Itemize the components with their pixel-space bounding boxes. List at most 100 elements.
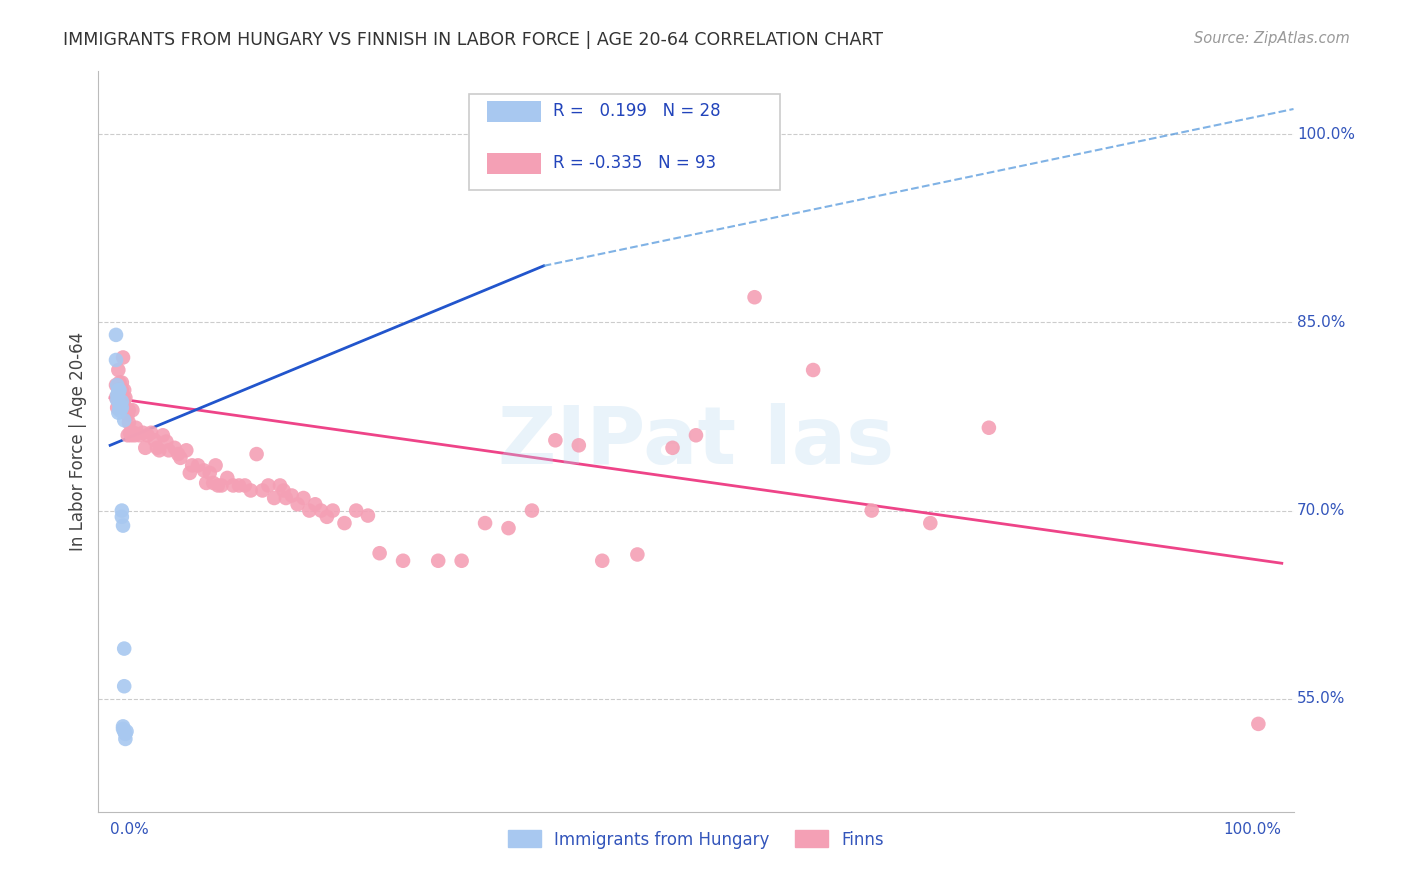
Bar <box>486 101 541 121</box>
Point <box>392 554 415 568</box>
Point <box>114 731 136 746</box>
Point <box>181 458 204 473</box>
Text: Source: ZipAtlas.com: Source: ZipAtlas.com <box>1194 31 1350 46</box>
Point <box>108 381 131 395</box>
Point <box>105 401 128 415</box>
Point <box>115 403 138 417</box>
Point <box>195 475 218 490</box>
Point <box>117 408 139 422</box>
Text: 85.0%: 85.0% <box>1298 315 1346 330</box>
Point <box>801 363 824 377</box>
Point <box>450 554 472 568</box>
Point <box>287 497 309 511</box>
Text: 55.0%: 55.0% <box>1298 691 1346 706</box>
Point <box>146 441 169 455</box>
Point <box>920 516 942 530</box>
Point <box>685 428 707 442</box>
Point <box>204 458 226 473</box>
Point <box>107 378 129 392</box>
Point <box>163 441 186 455</box>
Point <box>112 641 135 656</box>
Point <box>568 438 591 452</box>
Point <box>304 497 326 511</box>
Point <box>246 447 269 461</box>
Point <box>228 478 250 492</box>
Point <box>112 518 135 533</box>
Point <box>273 483 295 498</box>
Point <box>125 421 148 435</box>
Point <box>544 434 567 448</box>
Point <box>122 425 145 440</box>
Point <box>112 383 135 397</box>
Point <box>744 290 766 304</box>
Y-axis label: In Labor Force | Age 20-64: In Labor Force | Age 20-64 <box>69 332 87 551</box>
Point <box>309 503 332 517</box>
Point <box>316 509 339 524</box>
Point <box>105 327 128 342</box>
Point <box>239 483 262 498</box>
FancyBboxPatch shape <box>470 94 780 190</box>
Point <box>107 406 129 420</box>
Point <box>115 724 138 739</box>
Point <box>257 478 280 492</box>
Point <box>111 383 134 397</box>
Point <box>202 475 225 490</box>
Point <box>112 719 135 733</box>
Point <box>1247 717 1270 731</box>
Legend: Immigrants from Hungary, Finns: Immigrants from Hungary, Finns <box>501 823 891 855</box>
Point <box>107 385 129 400</box>
Point <box>118 416 141 430</box>
Point <box>211 478 233 492</box>
Point <box>509 127 531 141</box>
Text: 100.0%: 100.0% <box>1298 127 1355 142</box>
Text: 100.0%: 100.0% <box>1223 822 1282 837</box>
Point <box>207 478 229 492</box>
Point <box>217 471 239 485</box>
Point <box>108 397 131 411</box>
Point <box>128 428 150 442</box>
Point <box>105 388 128 402</box>
Point <box>174 443 197 458</box>
Point <box>105 391 128 405</box>
Point <box>111 391 134 405</box>
Point <box>148 443 170 458</box>
Point <box>155 434 177 449</box>
Point <box>132 425 155 440</box>
Point <box>120 425 141 440</box>
Point <box>152 428 174 442</box>
Point <box>263 491 285 505</box>
Point <box>134 441 156 455</box>
Point <box>112 393 135 408</box>
Point <box>179 466 201 480</box>
Point <box>368 546 391 560</box>
Point <box>111 376 134 390</box>
Point <box>233 478 256 492</box>
Point <box>120 428 142 442</box>
Point <box>141 425 163 440</box>
Point <box>105 393 128 408</box>
Point <box>108 376 131 390</box>
Text: R =   0.199   N = 28: R = 0.199 N = 28 <box>553 103 720 120</box>
Point <box>112 413 135 427</box>
Point <box>136 428 159 442</box>
Point <box>274 491 297 505</box>
Bar <box>486 153 541 174</box>
Point <box>143 434 166 448</box>
Point <box>105 378 128 392</box>
Point <box>520 503 543 517</box>
Point <box>111 401 134 415</box>
Point <box>111 503 134 517</box>
Point <box>292 491 315 505</box>
Point <box>111 509 134 524</box>
Point <box>118 403 141 417</box>
Point <box>333 516 356 530</box>
Point <box>112 351 135 365</box>
Point <box>281 488 304 502</box>
Point <box>498 521 520 535</box>
Point <box>860 503 883 517</box>
Point <box>661 441 683 455</box>
Point <box>105 378 128 392</box>
Point <box>112 722 135 736</box>
Point <box>108 401 131 415</box>
Text: 70.0%: 70.0% <box>1298 503 1346 518</box>
